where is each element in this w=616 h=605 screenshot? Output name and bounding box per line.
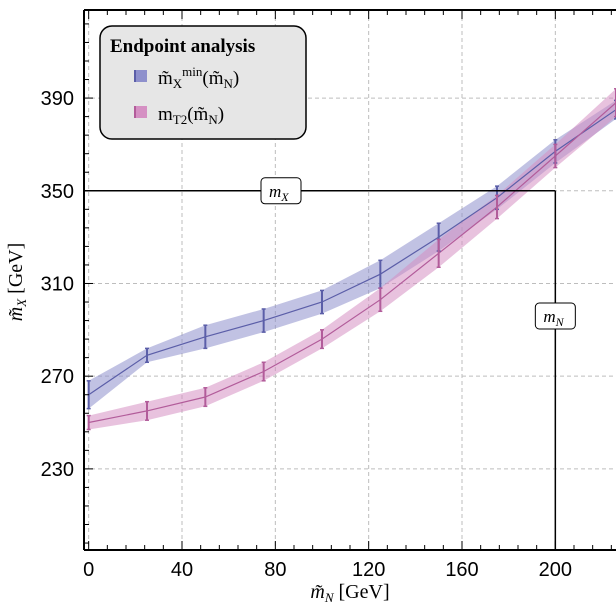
y-axis-title-var: m̃: [5, 307, 27, 321]
x-axis-title-sub: N: [324, 590, 335, 605]
x-tick-label: 160: [445, 559, 478, 581]
mx-annotation-box: [260, 177, 302, 205]
legend-entry-0-sub: X: [173, 76, 183, 91]
legend-entry-0-sup: min: [182, 64, 203, 79]
y-axis-title: m̃X [GeV]: [5, 243, 29, 322]
y-tick-label: 310: [41, 273, 74, 295]
series-line-1: [88, 102, 616, 424]
error-bars: [86, 88, 616, 431]
y-tick-label: 270: [41, 366, 74, 388]
legend-entry-1-argsub: N: [208, 112, 218, 127]
annotation-lines: [84, 190, 557, 550]
error-bands: [88, 88, 616, 430]
x-tick-label: 200: [539, 559, 572, 581]
legend-entry-0-close: ): [233, 68, 239, 89]
legend-entry-1-sub: T2: [173, 112, 187, 127]
x-tick-label: 40: [171, 559, 193, 581]
y-tick-label: 390: [41, 88, 74, 110]
x-tick-label: 0: [83, 559, 94, 581]
annotation-labels: mX mN: [260, 177, 576, 330]
series-band-0: [88, 100, 616, 409]
x-axis-title-var: m̃: [310, 581, 324, 603]
legend-entry-0-arg: (m̃: [202, 68, 223, 89]
mx-annotation-subscript: X: [280, 190, 289, 204]
legend-swatch-0: [135, 70, 147, 82]
series-line-0: [88, 109, 616, 396]
legend-entry-0-argsub: N: [224, 76, 234, 91]
legend-title: Endpoint analysis: [110, 36, 255, 57]
axis-titles: m̃N [GeV]m̃X [GeV]: [5, 243, 390, 605]
x-tick-label: 80: [264, 559, 286, 581]
mn-annotation-box: [534, 302, 576, 330]
ticks: 0 40 80 120 160 200 230 270 310 350 390: [41, 10, 612, 581]
y-tick-label: 350: [41, 181, 74, 203]
x-axis-title: m̃N [GeV]: [310, 581, 389, 605]
y-tick-label: 230: [41, 459, 74, 481]
legend-entry-1-arg: (m̃: [187, 104, 208, 125]
legend-box: [99, 25, 307, 140]
series-lines: [88, 102, 616, 424]
series-band-1: [88, 88, 616, 430]
mn-annotation-subscript: N: [555, 315, 565, 329]
y-axis-title-unit: [GeV]: [5, 243, 27, 299]
legend-swatch-1: [135, 106, 147, 118]
y-axis-title-sub: X: [14, 298, 29, 308]
mn-annotation: mN: [534, 302, 576, 330]
x-tick-label: 120: [352, 559, 385, 581]
legend-entry-1-close: ): [218, 104, 224, 125]
mx-annotation: mX: [260, 177, 302, 205]
x-axis-title-unit: [GeV]: [334, 581, 390, 603]
